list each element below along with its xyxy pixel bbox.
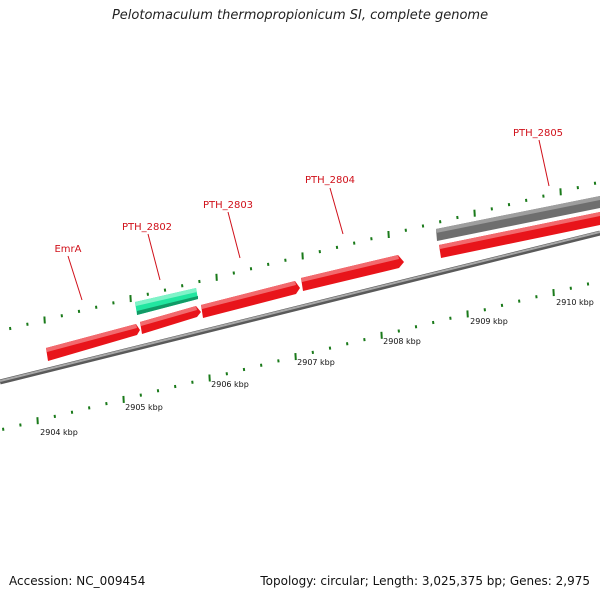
scale-labels: 2904 kbp 2905 kbp 2906 kbp 2907 kbp 2908… (40, 298, 594, 437)
gene-labels: EmrA PTH_2802 PTH_2803 PTH_2804 PTH_2805 (54, 128, 563, 255)
scale-label-2910: 2910 kbp (556, 298, 594, 307)
gene-red-3[interactable] (201, 281, 300, 318)
accession-text: Accession: NC_009454 (9, 574, 146, 588)
gene-red-1[interactable] (46, 324, 140, 361)
map-title: Pelotomaculum thermopropionicum SI, comp… (111, 8, 489, 23)
leader-lines (67, 139, 550, 301)
lower-tick-row (2, 282, 590, 431)
gene-label-pth-2803: PTH_2803 (203, 200, 253, 211)
genome-summary-text: Topology: circular; Length: 3,025,375 bp… (260, 574, 590, 588)
gene-label-emra: EmrA (54, 244, 81, 255)
leader-pth-2802 (147, 233, 161, 281)
gene-label-pth-2804: PTH_2804 (305, 175, 355, 186)
gene-features[interactable] (46, 196, 600, 361)
gene-label-pth-2802: PTH_2802 (122, 222, 172, 233)
leader-emra (67, 255, 83, 301)
gene-gray-pth-2805[interactable] (436, 196, 600, 241)
leader-pth-2805 (538, 139, 550, 187)
scale-label-2908: 2908 kbp (383, 337, 421, 346)
gene-red-4[interactable] (301, 255, 404, 291)
gene-red-5[interactable] (439, 212, 600, 258)
scale-label-2905: 2905 kbp (125, 403, 163, 412)
scale-label-2906: 2906 kbp (211, 380, 249, 389)
scale-label-2907: 2907 kbp (297, 358, 335, 367)
leader-pth-2803 (227, 211, 241, 259)
scale-label-2904: 2904 kbp (40, 428, 78, 437)
tick-rows (2, 181, 597, 431)
gene-label-pth-2805: PTH_2805 (513, 128, 563, 139)
upper-tick-row (9, 181, 597, 331)
leader-pth-2804 (329, 187, 344, 235)
gene-highlight[interactable] (135, 288, 198, 315)
backbone (0, 230, 600, 385)
gene-red-2[interactable] (140, 306, 201, 334)
scale-label-2909: 2909 kbp (470, 317, 508, 326)
